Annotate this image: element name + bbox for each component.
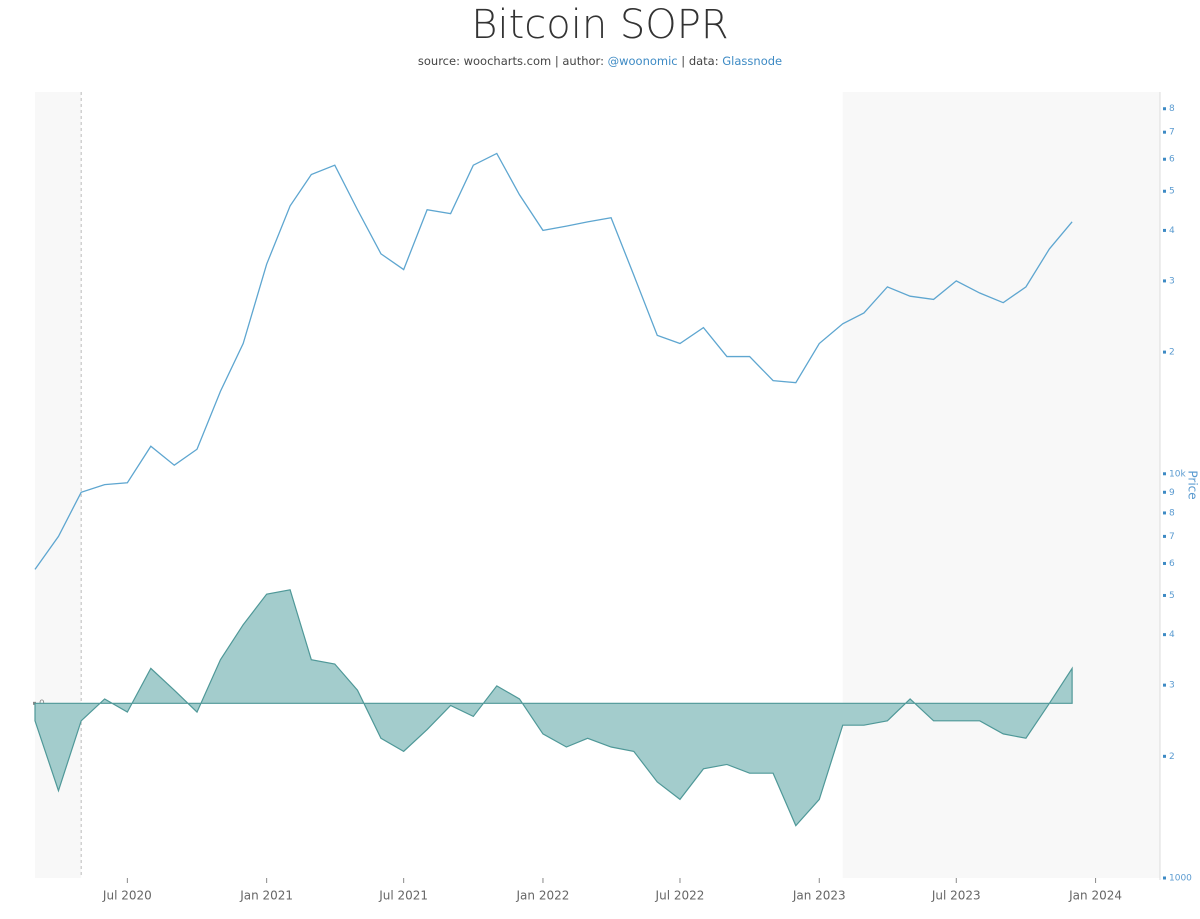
y2-tick-label: 7 <box>1169 532 1175 542</box>
y2-tick-label: 8 <box>1169 508 1175 518</box>
y2-tick-label: 6 <box>1169 155 1175 165</box>
x-tick-label: Jan 2022 <box>516 889 570 903</box>
y2-tick <box>1163 228 1166 232</box>
price-line <box>34 152 1073 570</box>
x-tick-label: Jul 2022 <box>655 889 705 903</box>
y2-tick-label: 9 <box>1169 488 1175 498</box>
y2-tick-label: 5 <box>1169 591 1175 601</box>
y2-tick <box>1163 561 1166 565</box>
y2-tick <box>1163 683 1166 687</box>
y2-tick <box>1163 189 1166 193</box>
y2-tick <box>1163 472 1166 476</box>
shaded-range <box>842 92 1160 878</box>
y2-tick <box>1163 350 1166 354</box>
header: Bitcoin SOPR source: woocharts.com | aut… <box>0 0 1200 68</box>
y2-tick <box>1163 754 1166 758</box>
subtitle: source: woocharts.com | author: @woonomi… <box>0 54 1200 68</box>
chart-title: Bitcoin SOPR <box>471 2 729 48</box>
subtitle-link[interactable]: @woonomic <box>607 54 678 68</box>
y2-tick-label: 4 <box>1169 630 1175 640</box>
y2-tick <box>1163 130 1166 134</box>
y2-tick-label: 2 <box>1169 348 1175 358</box>
x-tick-label: Jan 2021 <box>239 889 293 903</box>
x-tick-label: Jul 2020 <box>102 889 152 903</box>
subtitle-link[interactable]: Glassnode <box>722 54 783 68</box>
subtitle-text: | data: <box>677 54 723 68</box>
y2-tick-label: 5 <box>1169 187 1175 197</box>
y2-tick <box>1163 876 1166 880</box>
x-tick-label: Jan 2023 <box>792 889 846 903</box>
y2-tick <box>1163 511 1166 515</box>
x-tick-label: Jul 2021 <box>378 889 428 903</box>
y2-tick <box>1163 279 1166 283</box>
y2-tick-label: 7 <box>1169 128 1175 138</box>
x-tick-label: Jan 2024 <box>1068 889 1122 903</box>
y2-tick <box>1163 633 1166 637</box>
y2-tick <box>1163 534 1166 538</box>
x-tick-label: Jul 2023 <box>931 889 981 903</box>
sopr-area <box>34 589 1073 827</box>
y2-tick-label: 8 <box>1169 104 1175 114</box>
y2-tick-label: 10k <box>1169 469 1186 479</box>
y2-tick-label: 3 <box>1169 276 1175 286</box>
y2-axis-title: Price <box>1186 470 1200 499</box>
y2-tick <box>1163 490 1166 494</box>
y2-tick-label: 4 <box>1169 226 1175 236</box>
y2-tick-label: 6 <box>1169 559 1175 569</box>
y2-tick-label: 3 <box>1169 681 1175 691</box>
y2-tick <box>1163 593 1166 597</box>
y2-tick-label: 1000 <box>1169 874 1192 884</box>
subtitle-text: source: woocharts.com | author: <box>417 54 608 68</box>
y2-tick-label: 2 <box>1169 752 1175 762</box>
y2-tick <box>1163 157 1166 161</box>
y2-tick <box>1163 107 1166 111</box>
